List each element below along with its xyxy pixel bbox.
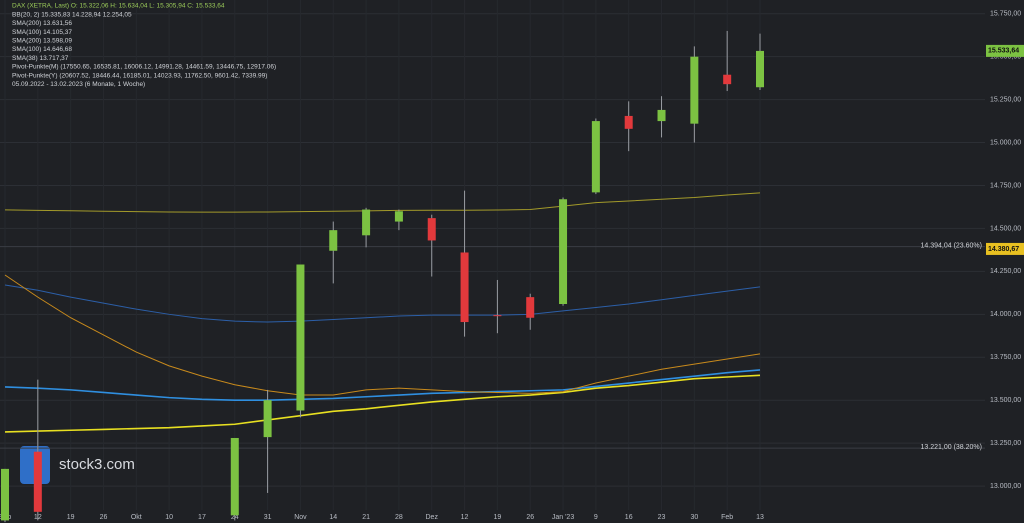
indicator-line (4, 274, 761, 396)
candle-body (296, 264, 305, 411)
y-tick-label: 15.500,00 (990, 54, 1021, 61)
candle-body (624, 115, 633, 129)
y-tick-label: 15.250,00 (990, 96, 1021, 103)
candle-body (657, 109, 666, 122)
x-tick-label: 23 (658, 514, 666, 521)
x-tick-label: 12 (461, 514, 469, 521)
candle-body (460, 252, 469, 323)
candle-body (723, 74, 732, 85)
x-tick-label: 10 (165, 514, 173, 521)
fib-label: 13.221,00 (38.20%) (921, 444, 983, 451)
legend-entry: Pivot-Punkte(Y) (20607.52, 18446.44, 161… (12, 72, 267, 79)
legend-entry: SMA(38) 13.717,37 (12, 55, 69, 62)
legend-entry: 05.09.2022 - 13.02.2023 (6 Monate, 1 Woc… (12, 81, 145, 88)
price-label: 15.533,64 (988, 48, 1019, 55)
x-tick-label: 14 (329, 514, 337, 521)
x-tick-label: 19 (67, 514, 75, 521)
candle-body (329, 230, 338, 251)
candle-body (690, 56, 699, 124)
indicator-line (4, 284, 761, 323)
y-tick-label: 14.250,00 (990, 268, 1021, 275)
legend-entry: SMA(200) 13.598,09 (12, 38, 72, 45)
candle-body (362, 209, 371, 236)
x-tick-label: 31 (264, 514, 272, 521)
y-tick-label: 14.000,00 (990, 311, 1021, 318)
legend-entry: BB(20, 2) 15.335,83 14.228,94 12.254,05 (12, 11, 132, 18)
indicator-line (4, 192, 761, 213)
candle-body (263, 400, 272, 438)
x-tick-label: 26 (526, 514, 534, 521)
candle-body (591, 121, 600, 193)
y-tick-label: 13.750,00 (990, 354, 1021, 361)
legend-entry: SMA(100) 14.105,37 (12, 29, 72, 36)
y-tick-label: 13.250,00 (990, 440, 1021, 447)
price-label: 14.380,67 (988, 246, 1019, 253)
x-tick-label: 16 (625, 514, 633, 521)
price-label-box (986, 44, 1024, 57)
x-tick-label: Nov (294, 514, 307, 521)
indicator-line (4, 374, 761, 433)
legend-entry: DAX (XETRA, Last) O: 15.322,06 H: 15.634… (12, 3, 225, 10)
x-tick-label: Jan '23 (552, 514, 574, 521)
fib-label: 14.394,04 (23.60%) (921, 242, 983, 249)
x-tick-label: 21 (362, 514, 370, 521)
x-tick-label: 30 (690, 514, 698, 521)
y-tick-label: 14.750,00 (990, 182, 1021, 189)
x-tick-label: Dez (426, 514, 439, 521)
x-tick-label: 19 (493, 514, 501, 521)
watermark: stock3.com (59, 456, 135, 473)
candle-body (230, 437, 239, 516)
x-tick-label: 13 (756, 514, 764, 521)
candle-body (493, 315, 502, 317)
candle-body (1, 468, 9, 521)
x-tick-label: 26 (100, 514, 108, 521)
x-tick-label: 28 (395, 514, 403, 521)
x-tick-label: 17 (198, 514, 206, 521)
candle-body (394, 211, 403, 222)
legend-entry: Pivot-Punkte(M) (17550.65, 16535.81, 160… (12, 64, 276, 71)
y-tick-label: 13.000,00 (990, 483, 1021, 490)
candle-body (559, 199, 568, 305)
price-label-box (986, 242, 1024, 255)
x-tick-label: Feb (721, 514, 733, 521)
indicator-line (4, 369, 761, 401)
y-tick-label: 15.750,00 (990, 11, 1021, 18)
y-tick-label: 14.500,00 (990, 225, 1021, 232)
candle-body (427, 218, 436, 241)
y-tick-label: 15.000,00 (990, 139, 1021, 146)
x-tick-label: 9 (594, 514, 598, 521)
x-tick-label: Okt (131, 514, 142, 521)
y-tick-label: 13.500,00 (990, 397, 1021, 404)
candle-body (33, 451, 42, 512)
legend-entry: SMA(200) 13.631,56 (12, 20, 72, 27)
candle-body (756, 50, 764, 88)
legend-entry: SMA(100) 14.646,68 (12, 46, 72, 53)
candle-body (526, 297, 535, 318)
